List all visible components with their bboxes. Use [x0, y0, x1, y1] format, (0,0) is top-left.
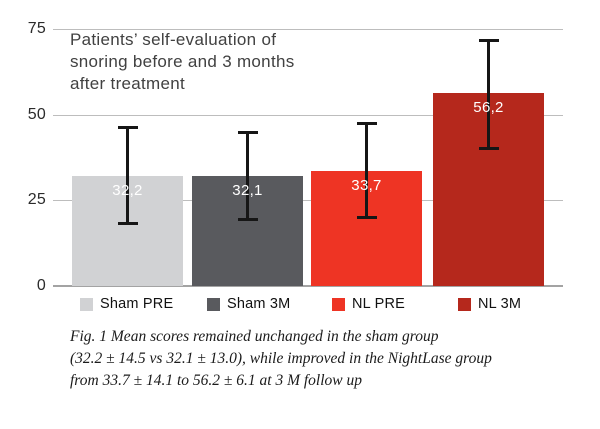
bar-value-label: 56,2: [473, 99, 504, 117]
y-tick-label-75: 75: [27, 20, 46, 37]
legend-swatch: [332, 297, 345, 311]
legend-swatch: [207, 297, 220, 311]
error-bar-bottom-cap: [356, 215, 377, 219]
gridline-25: [53, 200, 563, 202]
error-bar-stem: [126, 125, 129, 226]
y-tick-label-50: 50: [27, 105, 46, 123]
error-bar-bottom-cap: [478, 146, 499, 150]
legend-swatch: [458, 297, 471, 311]
legend-item-nl-3m: NL 3M: [458, 296, 521, 312]
chart-title-line: Patients’ self-evaluation of: [70, 30, 277, 49]
error-bar-stem: [365, 122, 368, 219]
error-bar-top-cap: [478, 39, 499, 43]
bar-value-label: 32,1: [232, 182, 263, 199]
legend-item-nl-pre: NL PRE: [332, 296, 405, 312]
legend-item-sham-3m: Sham 3M: [207, 296, 290, 312]
chart-title-line: after treatment: [70, 74, 186, 93]
gridline-50: [53, 114, 563, 116]
y-tick-label-25: 25: [27, 191, 46, 209]
y-tick-label-0: 0: [36, 277, 46, 294]
bar-value-label: 33,7: [351, 176, 382, 194]
error-bar-stem: [487, 39, 490, 150]
error-bar-top-cap: [356, 122, 377, 126]
chart-title: Patients’ self-evaluation of snoring bef…: [70, 29, 295, 95]
legend-item-sham-pre: Sham PRE: [80, 296, 173, 312]
x-axis-baseline: [53, 285, 563, 287]
error-bar-sham-pre: [117, 125, 138, 226]
legend-label: Sham 3M: [227, 296, 291, 312]
legend-label: Sham PRE: [100, 296, 174, 312]
caption-line: from 33.7 ± 14.1 to 56.2 ± 6.1 at 3 M fo…: [70, 372, 363, 389]
bar-value-label: 32,2: [112, 181, 143, 199]
legend-swatch: [80, 297, 93, 311]
error-bar-stem: [246, 131, 249, 221]
error-bar-top-cap: [117, 125, 138, 129]
error-bar-bottom-cap: [117, 222, 138, 226]
legend-label: NL 3M: [478, 296, 522, 312]
caption-line: Fig. 1 Mean scores remained unchanged in…: [70, 328, 439, 345]
error-bar-nl-pre: [356, 122, 377, 219]
error-bar-top-cap: [237, 131, 258, 135]
caption-line: (32.2 ± 14.5 vs 32.1 ± 13.0), while impr…: [70, 350, 492, 367]
error-bar-nl-3m: [478, 39, 499, 150]
legend-label: NL PRE: [352, 296, 406, 312]
gridline-75: [53, 29, 563, 30]
figure-caption: Fig. 1 Mean scores remained unchanged in…: [70, 326, 570, 392]
error-bar-bottom-cap: [237, 217, 258, 221]
error-bar-sham-3m: [237, 131, 258, 221]
chart-title-line: snoring before and 3 months: [70, 52, 295, 71]
